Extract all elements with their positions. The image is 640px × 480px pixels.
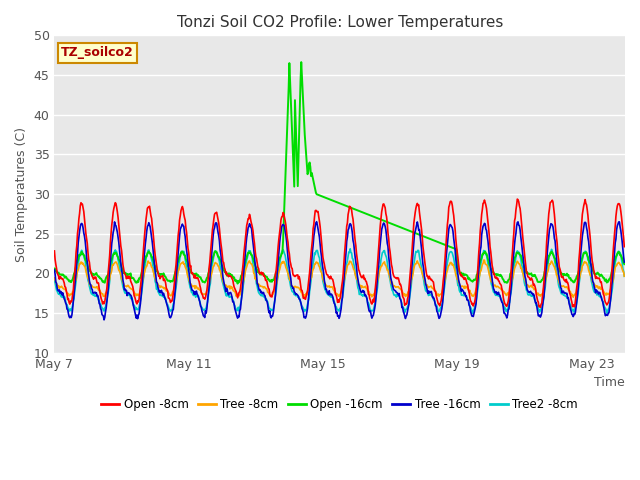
Title: Tonzi Soil CO2 Profile: Lower Temperatures: Tonzi Soil CO2 Profile: Lower Temperatur… [177, 15, 503, 30]
X-axis label: Time: Time [595, 376, 625, 389]
Y-axis label: Soil Temperatures (C): Soil Temperatures (C) [15, 127, 28, 262]
Legend: Open -8cm, Tree -8cm, Open -16cm, Tree -16cm, Tree2 -8cm: Open -8cm, Tree -8cm, Open -16cm, Tree -… [97, 394, 583, 416]
Text: TZ_soilco2: TZ_soilco2 [61, 47, 134, 60]
